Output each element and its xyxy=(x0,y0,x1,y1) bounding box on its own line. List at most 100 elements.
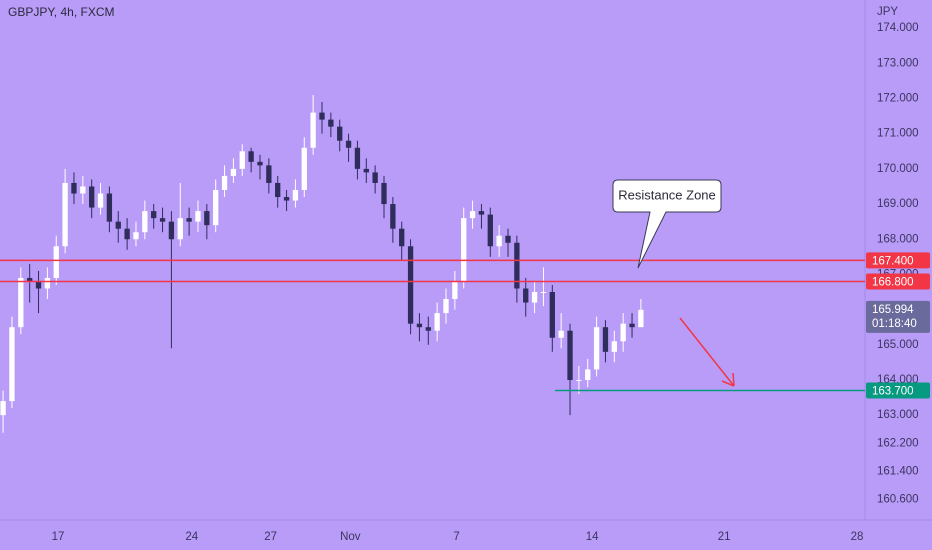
candle-body xyxy=(452,281,458,300)
candle-body xyxy=(27,277,33,282)
candle-body xyxy=(53,246,59,278)
candle-body xyxy=(0,401,6,416)
candle-body xyxy=(292,189,299,201)
candle-body xyxy=(133,232,139,240)
candle-body xyxy=(434,313,440,331)
arrow-head xyxy=(721,372,735,387)
candle-body xyxy=(283,197,290,201)
candle-body xyxy=(159,218,166,222)
level-label: 167.400 xyxy=(872,255,914,267)
candle-body xyxy=(337,126,343,141)
candle-body xyxy=(248,151,254,162)
candle-body xyxy=(620,323,626,342)
candle-body xyxy=(549,292,555,338)
candle-body xyxy=(124,228,130,240)
candle-body xyxy=(487,214,493,247)
candle-body xyxy=(319,112,325,120)
x-tick-label: 27 xyxy=(264,531,277,543)
candle-body xyxy=(62,182,68,247)
x-tick-label: Nov xyxy=(340,531,361,543)
candle-body xyxy=(44,277,51,289)
candle-body xyxy=(301,147,307,190)
candle-body xyxy=(540,292,547,294)
callout-box xyxy=(612,179,722,269)
arrow-line xyxy=(679,317,735,387)
candle-body xyxy=(345,140,352,148)
x-tick-label: 7 xyxy=(453,531,459,543)
candle-body xyxy=(115,221,121,229)
candle-body xyxy=(71,182,77,194)
currency-label: JPY xyxy=(877,6,898,18)
candle-body xyxy=(151,211,157,219)
y-tick-label: 160.600 xyxy=(877,494,919,506)
candle-body xyxy=(89,186,95,208)
candle-body xyxy=(354,147,361,169)
y-tick-label: 172.000 xyxy=(877,93,919,105)
plot: 174.000 173.000 172.000 171.000 170.000 169.0… xyxy=(0,22,930,543)
y-tick-label: 171.000 xyxy=(877,128,919,140)
y-tick-label: 174.000 xyxy=(877,22,919,34)
level-label: 163.700 xyxy=(872,386,914,398)
candle-body xyxy=(558,330,564,338)
x-tick-label: 14 xyxy=(586,531,599,543)
candle-body xyxy=(35,281,42,289)
x-tick-label: 24 xyxy=(185,531,198,543)
candle-body xyxy=(381,182,387,205)
candle-body xyxy=(328,119,334,127)
candle-body xyxy=(593,327,600,370)
level-label-box xyxy=(866,273,930,290)
candle-body xyxy=(168,221,175,240)
candle-body xyxy=(496,235,502,247)
candle-body xyxy=(310,112,316,148)
arrow xyxy=(679,317,735,387)
candle-body xyxy=(399,228,405,247)
candle-body xyxy=(106,193,113,222)
last-price-box xyxy=(866,300,930,333)
candle-body xyxy=(638,309,644,328)
candle-body xyxy=(531,292,538,303)
y-tick-label: 169.000 xyxy=(877,198,919,210)
candle-body xyxy=(213,189,219,226)
candle-body xyxy=(239,151,245,169)
level-label-box xyxy=(866,382,930,399)
candle-body xyxy=(576,379,582,381)
candle-body xyxy=(629,323,635,328)
candle-body xyxy=(195,211,201,222)
y-tick-label: 163.000 xyxy=(877,409,919,421)
candle-body xyxy=(407,246,414,324)
candle-body xyxy=(257,161,263,166)
candle-body xyxy=(567,330,573,380)
y-tick-label: 161.400 xyxy=(877,465,919,477)
candle-body xyxy=(425,327,431,331)
candle-body xyxy=(602,327,609,352)
candle-body xyxy=(142,211,148,233)
last-price-label: 165.994 xyxy=(872,304,914,316)
candle-body xyxy=(221,175,228,190)
candle-body xyxy=(611,341,617,352)
countdown-label: 01:18:40 xyxy=(872,318,917,330)
level-label: 166.800 xyxy=(872,276,914,288)
x-tick-label: 17 xyxy=(52,531,65,543)
candle-body xyxy=(372,172,378,183)
candle-body xyxy=(275,182,281,198)
candle-body xyxy=(230,168,237,176)
candle-body xyxy=(18,277,24,328)
chart-title: GBPJPY, 4h, FXCM xyxy=(8,5,114,19)
candle-body xyxy=(523,288,529,303)
candle-body xyxy=(461,218,467,282)
candle-body xyxy=(186,218,192,222)
candle-body xyxy=(390,204,396,229)
candle-body xyxy=(416,323,423,328)
candle-body xyxy=(514,242,520,289)
candle-body xyxy=(443,299,449,314)
candle-body xyxy=(9,327,15,402)
candle-body xyxy=(505,235,511,243)
callout-text: Resistance Zone xyxy=(618,187,716,202)
y-tick-label: 170.000 xyxy=(877,163,919,175)
candle-body xyxy=(363,168,369,173)
callout: Resistance Zone xyxy=(612,179,722,269)
candle-body xyxy=(80,186,86,194)
candle-body xyxy=(266,165,272,183)
